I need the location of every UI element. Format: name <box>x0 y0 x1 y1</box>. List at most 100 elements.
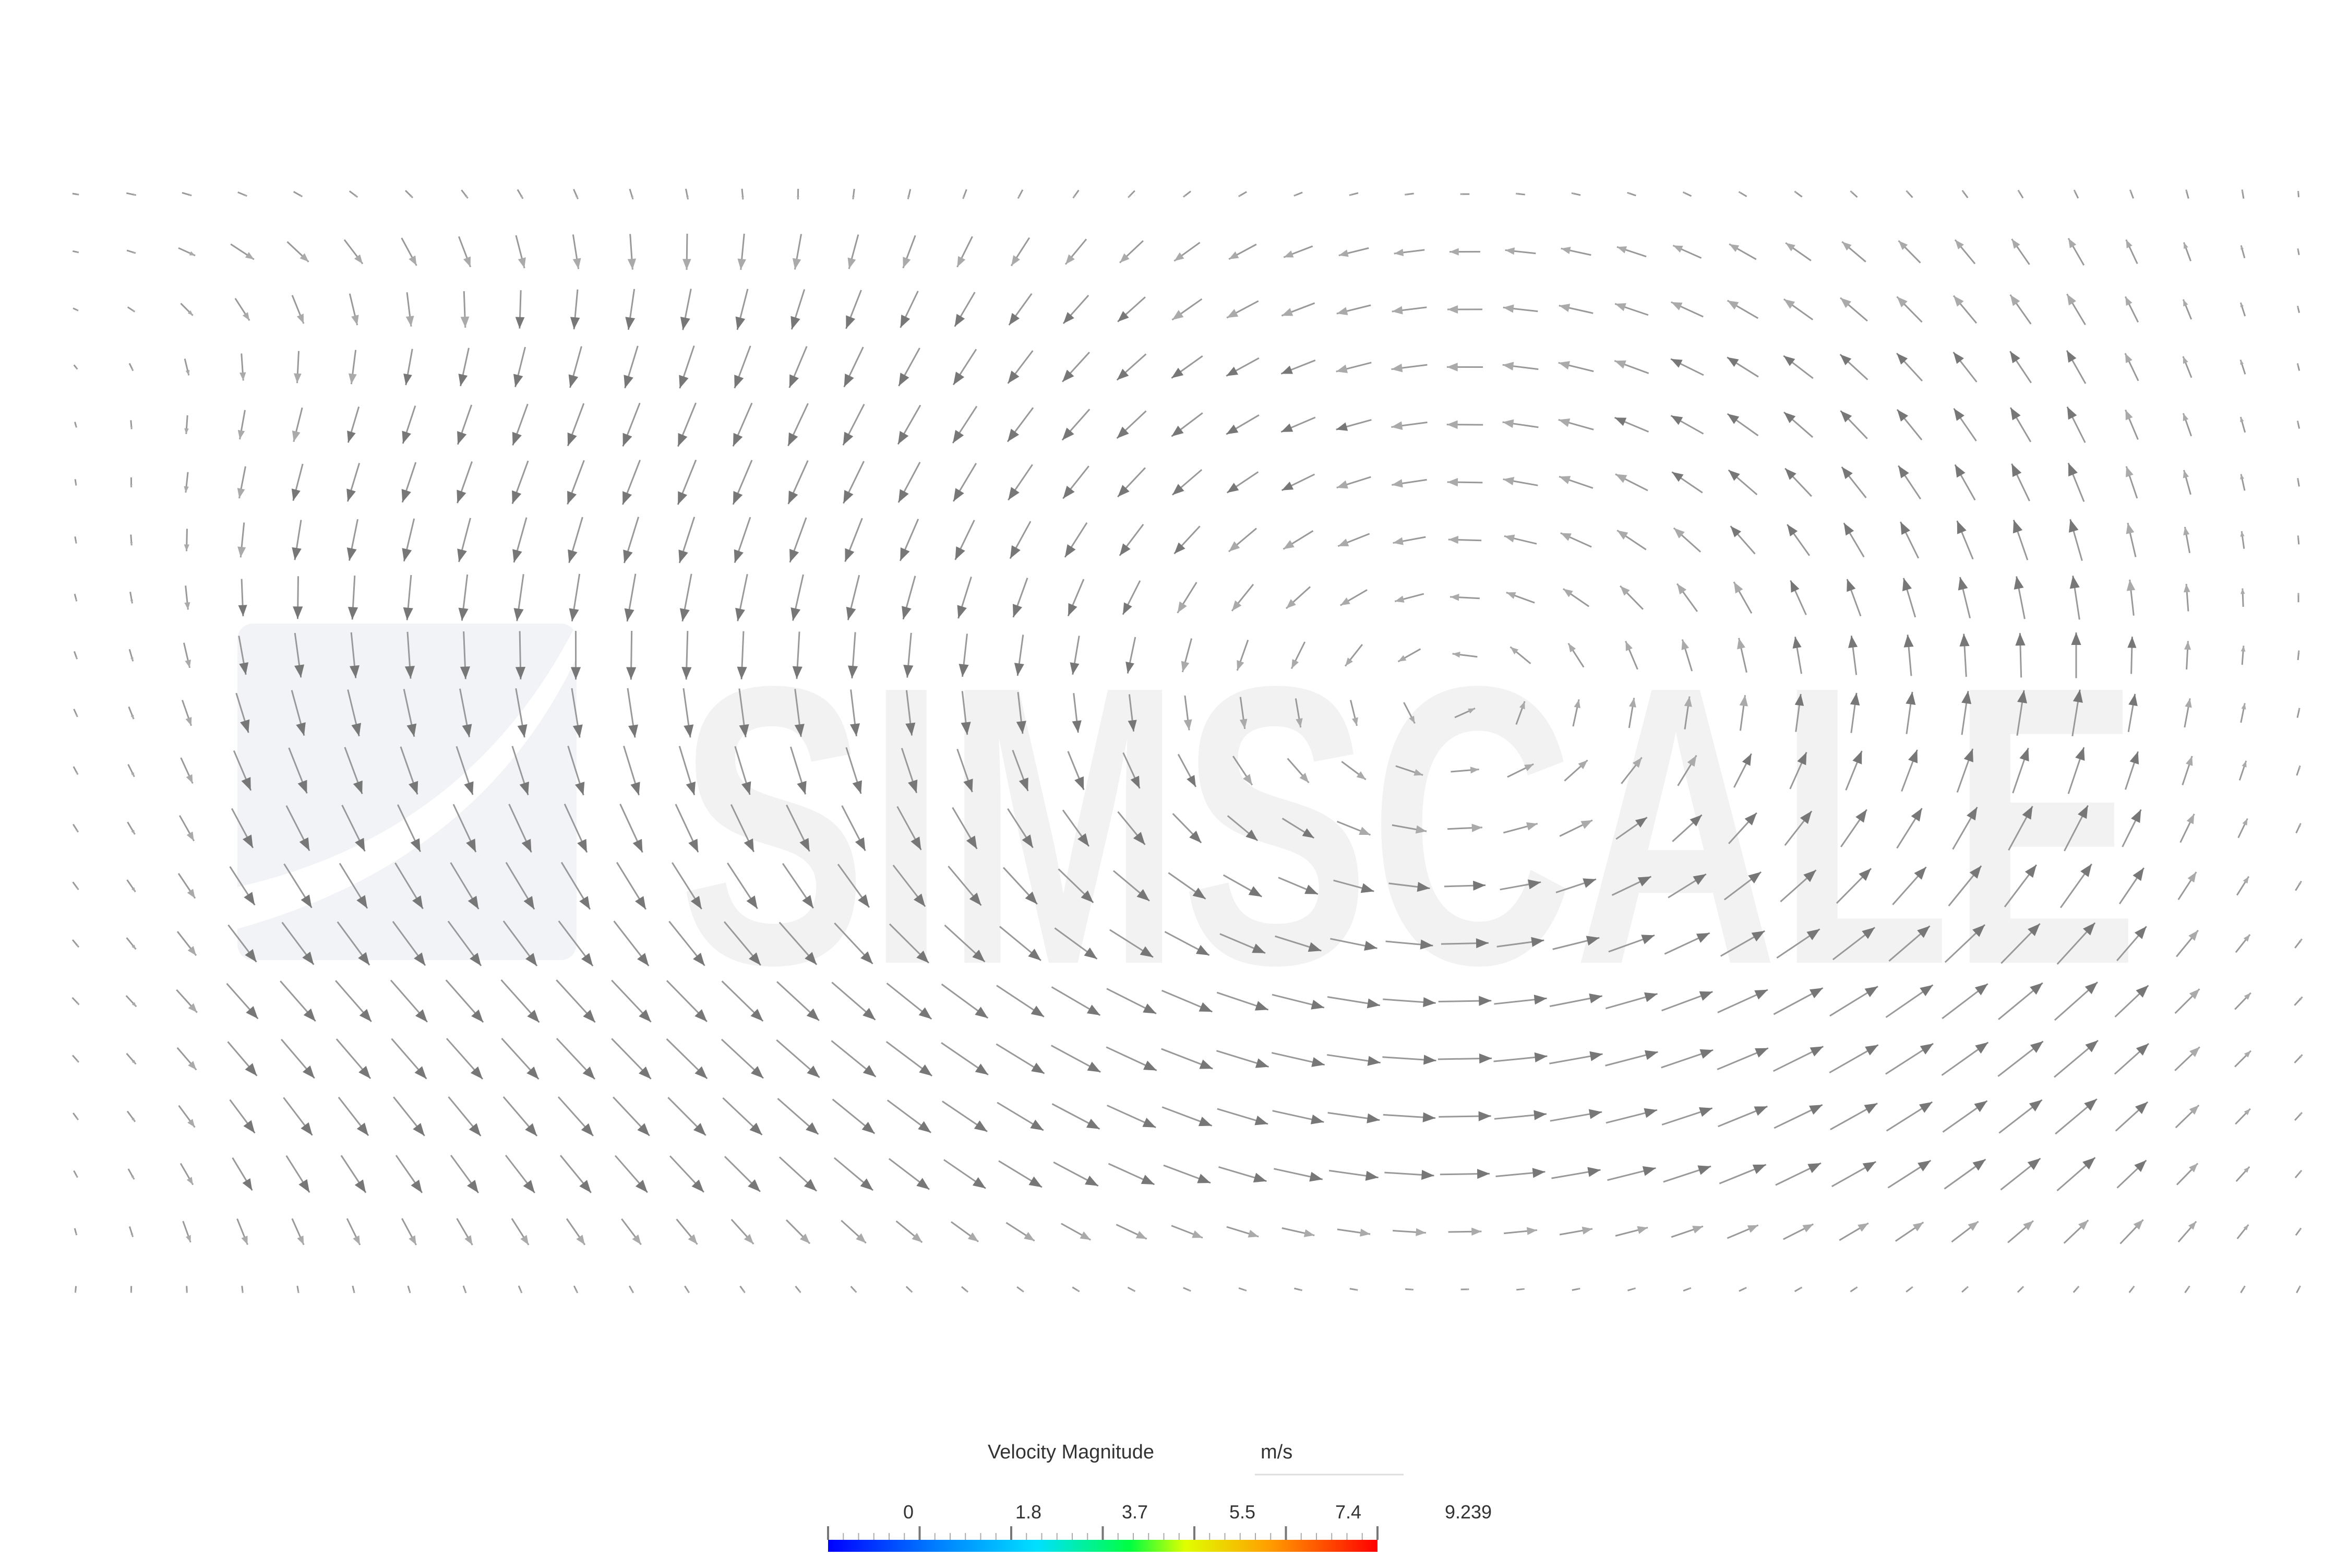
vector-arrow-head <box>1031 1063 1044 1074</box>
vector-arrow-head <box>734 375 744 388</box>
vector-arrow-head <box>237 546 246 557</box>
vector-arrow-head <box>846 315 855 329</box>
vector-arrow-head <box>187 889 195 898</box>
vector-arrow-head <box>1559 418 1570 427</box>
vector-arrow-head <box>1423 1112 1436 1122</box>
vector-arrow-head <box>569 374 579 388</box>
vector-arrow-head <box>1063 486 1074 499</box>
vector-arrow-head <box>1365 1171 1379 1181</box>
vector-arrow-head <box>409 1235 416 1245</box>
vector-arrow-head <box>973 1177 986 1188</box>
vector-arrow-head <box>184 544 189 551</box>
vector-arrow-head <box>1136 1231 1147 1239</box>
vector-arrow-head <box>1807 1163 1821 1173</box>
vector-arrow-head <box>573 258 581 269</box>
vector-arrow-head <box>1729 244 1739 252</box>
vector-arrow-head <box>1614 417 1626 426</box>
vector-arrow-head <box>1229 252 1239 259</box>
vector-arrow-head <box>1192 1230 1203 1238</box>
vector-arrow-head <box>1141 1175 1155 1184</box>
vector-arrow-head <box>918 1121 931 1133</box>
vector-arrow-head <box>2183 413 2188 421</box>
vector-arrow-head <box>789 549 799 562</box>
vector-arrow-head <box>459 608 469 621</box>
vector-arrow-head <box>632 1235 641 1244</box>
vector-arrow-head <box>1171 368 1183 378</box>
vector-arrow-head <box>463 256 471 267</box>
vector-arrow-head <box>243 1178 253 1190</box>
vector-arrow-head <box>633 839 643 853</box>
vector-arrow-head <box>737 259 746 270</box>
vector-arrow-head <box>2067 351 2076 363</box>
vector-arrow-head <box>1450 594 1459 601</box>
vector-arrow-head <box>953 488 964 501</box>
vector-arrow-head <box>357 1123 368 1136</box>
vector-arrow-head <box>1784 299 1795 308</box>
vector-arrow-head <box>1645 1050 1658 1060</box>
vector-arrow-head <box>189 252 195 256</box>
vector-arrow-head <box>843 432 854 446</box>
vector-arrow-head <box>187 1119 195 1127</box>
vector-arrow-head <box>239 372 246 380</box>
vector-arrow-head <box>1955 464 1966 477</box>
vector-arrow-head <box>1864 1103 1878 1114</box>
vector-arrow-head <box>1392 479 1403 487</box>
vector-arrow-head <box>1844 523 1854 535</box>
vector-arrow-head <box>1253 1173 1267 1182</box>
vector-arrow-head <box>1673 245 1683 253</box>
vector-arrow-head <box>1615 474 1627 483</box>
vector-arrow-head <box>187 1177 193 1184</box>
vector-arrow-head <box>2184 584 2190 592</box>
vector-arrow-head <box>901 315 911 328</box>
vector-arrow-head <box>2242 761 2247 768</box>
vector-arrow-head <box>2184 641 2191 650</box>
vector-arrow-head <box>1503 420 1514 428</box>
vector-arrow-head <box>2185 699 2191 708</box>
vector-arrow-head <box>1747 1225 1758 1233</box>
vector-arrow-head <box>1527 1227 1537 1235</box>
vector-arrow-head <box>2068 463 2078 476</box>
vector-arrow-head <box>1728 414 1740 424</box>
vector-arrow-head <box>1338 538 1349 546</box>
vector-arrow-head <box>1423 1055 1436 1064</box>
vector-arrow-head <box>637 953 649 966</box>
vector-arrow-head <box>1677 584 1686 595</box>
vector-arrow-head <box>1972 1159 1985 1171</box>
vector-arrow-head <box>1900 522 1910 535</box>
vector-arrow-head <box>1447 478 1458 486</box>
vector-arrow-head <box>292 547 301 560</box>
vector-arrow-head <box>628 259 636 270</box>
vector-arrow-head <box>2011 464 2021 477</box>
legend-tick-label: 9.239 <box>1445 1501 1492 1523</box>
vector-arrow-head <box>577 839 587 853</box>
vector-arrow-head <box>1392 364 1403 373</box>
vector-arrow-head <box>406 316 414 327</box>
vector-arrow-head <box>1227 309 1238 318</box>
vector-arrow-head <box>1643 1166 1656 1176</box>
vector-arrow-head <box>680 317 690 330</box>
vector-arrow-head <box>1143 1061 1157 1071</box>
vector-arrow-head <box>1791 580 1800 592</box>
vector-arrow-head <box>1589 1051 1602 1061</box>
vector-arrow-head <box>1728 301 1739 309</box>
vector-arrow-head <box>626 667 636 679</box>
vector-arrow-head <box>1029 1177 1042 1188</box>
vector-arrow-head <box>516 317 525 328</box>
vector-arrow-head <box>1865 1045 1878 1055</box>
vector-arrow-head <box>848 257 856 269</box>
vector-arrow-head <box>186 774 193 784</box>
vector-arrow-head <box>1753 1165 1766 1174</box>
vector-arrow-head <box>1477 1169 1490 1179</box>
vector-arrow-head <box>1309 1172 1322 1182</box>
vector-arrow-head <box>1120 543 1131 555</box>
vector-arrow-head <box>349 374 357 385</box>
vector-arrow-head <box>1024 1232 1034 1241</box>
vector-arrow-head <box>2187 814 2195 824</box>
vector-arrow-head <box>1010 545 1021 559</box>
vector-arrow-head <box>733 433 742 447</box>
vector-arrow-head <box>1697 1165 1711 1175</box>
vector-arrow-head <box>630 782 640 795</box>
vector-arrow-head <box>1394 249 1404 256</box>
vector-arrow-head <box>1506 592 1516 599</box>
